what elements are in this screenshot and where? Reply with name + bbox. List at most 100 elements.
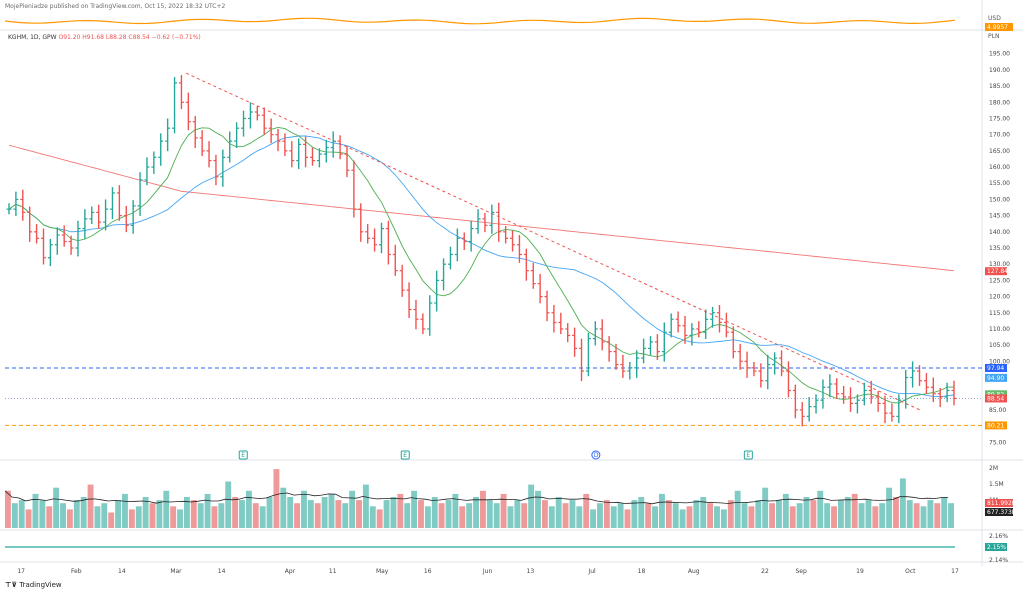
ohlc-bar: [144, 157, 150, 186]
volume-bar: [707, 503, 714, 528]
volume-bar: [376, 509, 383, 528]
volume-bar: [879, 503, 886, 528]
volume-bar: [631, 500, 638, 528]
ohlc-bar: [475, 209, 481, 234]
earnings-marker: [591, 450, 601, 460]
volume-bar: [590, 509, 597, 528]
brand-label: TradingView: [19, 581, 62, 589]
ohlc-bar: [47, 238, 53, 267]
legend-high: H91.68: [82, 34, 104, 41]
volume-bar: [369, 506, 376, 528]
sma-20-line: [8, 126, 955, 404]
sma-50-line: [8, 135, 955, 398]
volume-bar: [466, 503, 473, 528]
y-tick-label: 165.00: [989, 148, 1010, 155]
x-tick-label: Oct: [905, 568, 916, 575]
ohlc-bar: [289, 141, 295, 168]
ohlc-bar: [151, 151, 157, 174]
ohlc-bar: [413, 299, 419, 330]
ohlc-bar: [310, 147, 316, 166]
usd-axis-label: USD: [988, 15, 1001, 22]
ohlc-bar: [682, 316, 688, 344]
ohlc-bar: [247, 102, 253, 129]
ohlc-bar: [758, 363, 764, 388]
volume-bar: [177, 509, 183, 528]
volume-bar: [128, 509, 135, 528]
earnings-marker-label: E: [241, 452, 245, 459]
y-tick-label: 120.00: [989, 294, 1010, 301]
ohlc-bar: [923, 372, 929, 395]
symbol-legend: KGHM, 1D, GPW O91.20 H91.68 L88.28 C88.5…: [8, 34, 201, 41]
y-tick-label: 75.00: [989, 439, 1006, 446]
volume-bar: [32, 493, 39, 528]
ohlc-bar: [178, 75, 184, 110]
ohlc-bar: [420, 313, 426, 335]
ohlc-bar: [820, 379, 826, 409]
y-tick-label: 160.00: [989, 164, 1010, 171]
ohlc-bar: [241, 110, 247, 137]
volume-bar: [122, 493, 128, 528]
ohlc-bar: [806, 396, 812, 422]
ohlc-bar: [96, 204, 102, 229]
price-label-tag: [985, 267, 1007, 276]
y-tick-label: 150.00: [989, 196, 1010, 203]
ohlc-bar: [613, 343, 619, 370]
volume-bar: [135, 506, 142, 528]
volume-bar: [934, 503, 941, 528]
ohlc-bar: [213, 154, 219, 186]
ohlc-bar: [661, 322, 667, 362]
ohlc-bar: [40, 228, 46, 265]
ohlc-bar: [585, 332, 591, 377]
y-tick-label: 145.00: [989, 213, 1010, 220]
ohlc-bar: [599, 319, 605, 351]
volume-bar: [886, 487, 893, 528]
volume-bar: [335, 500, 342, 528]
ohlc-bar: [468, 220, 474, 252]
ohlc-bar: [689, 323, 695, 346]
volume-bar: [720, 509, 727, 528]
volume-bar: [301, 490, 307, 528]
ohlc-bar: [537, 273, 543, 304]
ohlc-bar: [61, 225, 67, 247]
volume-bar: [183, 497, 190, 528]
ohlc-bar: [447, 246, 453, 270]
ohlc-bar: [406, 282, 412, 318]
volume-bar: [486, 500, 493, 528]
indicator-tick-label: 2.14%: [989, 557, 1008, 564]
tradingview-brand[interactable]: ⊤⊽ TradingView: [5, 581, 62, 589]
ohlc-bar: [530, 262, 536, 289]
y-tick-label: 125.00: [989, 277, 1010, 284]
volume-bar: [645, 503, 652, 528]
ohlc-bar: [351, 160, 357, 218]
volume-label-tag: [985, 508, 1013, 516]
ohlc-bar: [813, 394, 819, 414]
volume-bar: [906, 500, 913, 528]
ohlc-bar: [89, 206, 95, 225]
volume-bar: [294, 503, 301, 528]
volume-bar: [404, 503, 411, 528]
y-tick-label: 190.00: [989, 67, 1010, 74]
volume-bar: [53, 487, 60, 528]
volume-bar: [66, 509, 73, 528]
volume-bar: [87, 484, 94, 528]
volume-bar: [438, 503, 445, 528]
ohlc-bar: [579, 338, 585, 382]
volume-bar: [266, 497, 273, 528]
volume-bar: [142, 497, 149, 528]
ohlc-bar: [303, 136, 309, 168]
y-tick-label: 140.00: [989, 229, 1010, 236]
indicator-tick-label: 2.16%: [989, 533, 1008, 540]
ohlc-bar: [137, 172, 143, 216]
x-tick-label: 13: [527, 568, 535, 575]
ohlc-bar: [875, 391, 881, 412]
ohlc-bar: [130, 200, 136, 234]
volume-bar: [803, 497, 810, 528]
ohlc-bar: [675, 311, 681, 333]
price-label-text: 88.54: [987, 395, 1004, 402]
indicator-label-tag: [985, 543, 1007, 551]
y-tick-label: 115.00: [989, 310, 1010, 317]
volume-ma-line: [4, 490, 949, 505]
volume-bar: [411, 490, 418, 528]
ohlc-bar: [523, 248, 529, 281]
